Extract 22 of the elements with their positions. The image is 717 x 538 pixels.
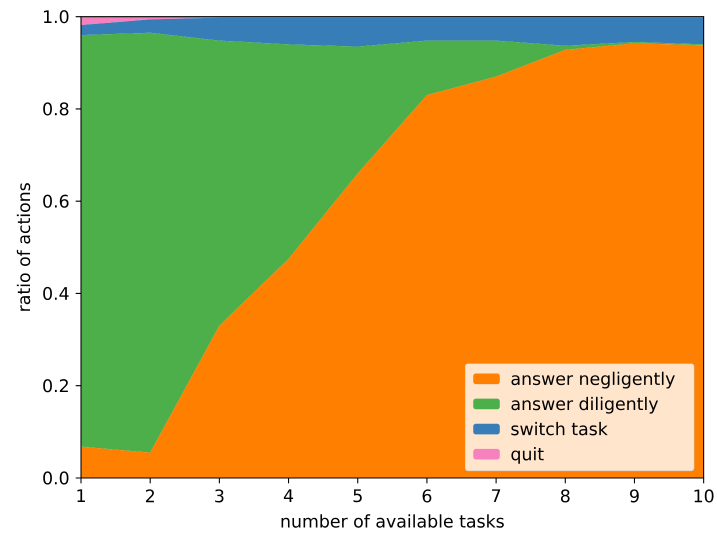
x-tick-label: 4: [284, 489, 294, 502]
legend-label: quit: [511, 447, 544, 464]
x-tick-label: 5: [354, 489, 362, 502]
y-tick-label: 1.0: [44, 10, 68, 24]
x-tick-label: 3: [215, 489, 224, 502]
x-tick-label: 1: [77, 489, 85, 502]
legend-label: answer diligently: [512, 396, 658, 414]
y-tick-label: 0.0: [43, 471, 68, 485]
y-axis-title: ratio of actions: [16, 183, 30, 311]
y-tick-label: 0.2: [43, 379, 68, 392]
x-tick-label: 6: [422, 489, 432, 502]
x-tick-label: 8: [560, 489, 570, 502]
x-axis-title: number of available tasks: [282, 514, 504, 528]
y-tick-label: 0.6: [43, 194, 69, 208]
x-tick-label: 9: [630, 489, 639, 502]
x-tick-label: 7: [492, 489, 500, 502]
legend-label: answer negligently: [512, 372, 675, 388]
x-tick-label: 10: [694, 489, 714, 502]
y-tick-label: 0.4: [43, 286, 69, 300]
y-tick-label: 0.8: [43, 102, 68, 116]
legend-label: switch task: [511, 422, 608, 436]
x-tick-label: 2: [146, 489, 154, 502]
